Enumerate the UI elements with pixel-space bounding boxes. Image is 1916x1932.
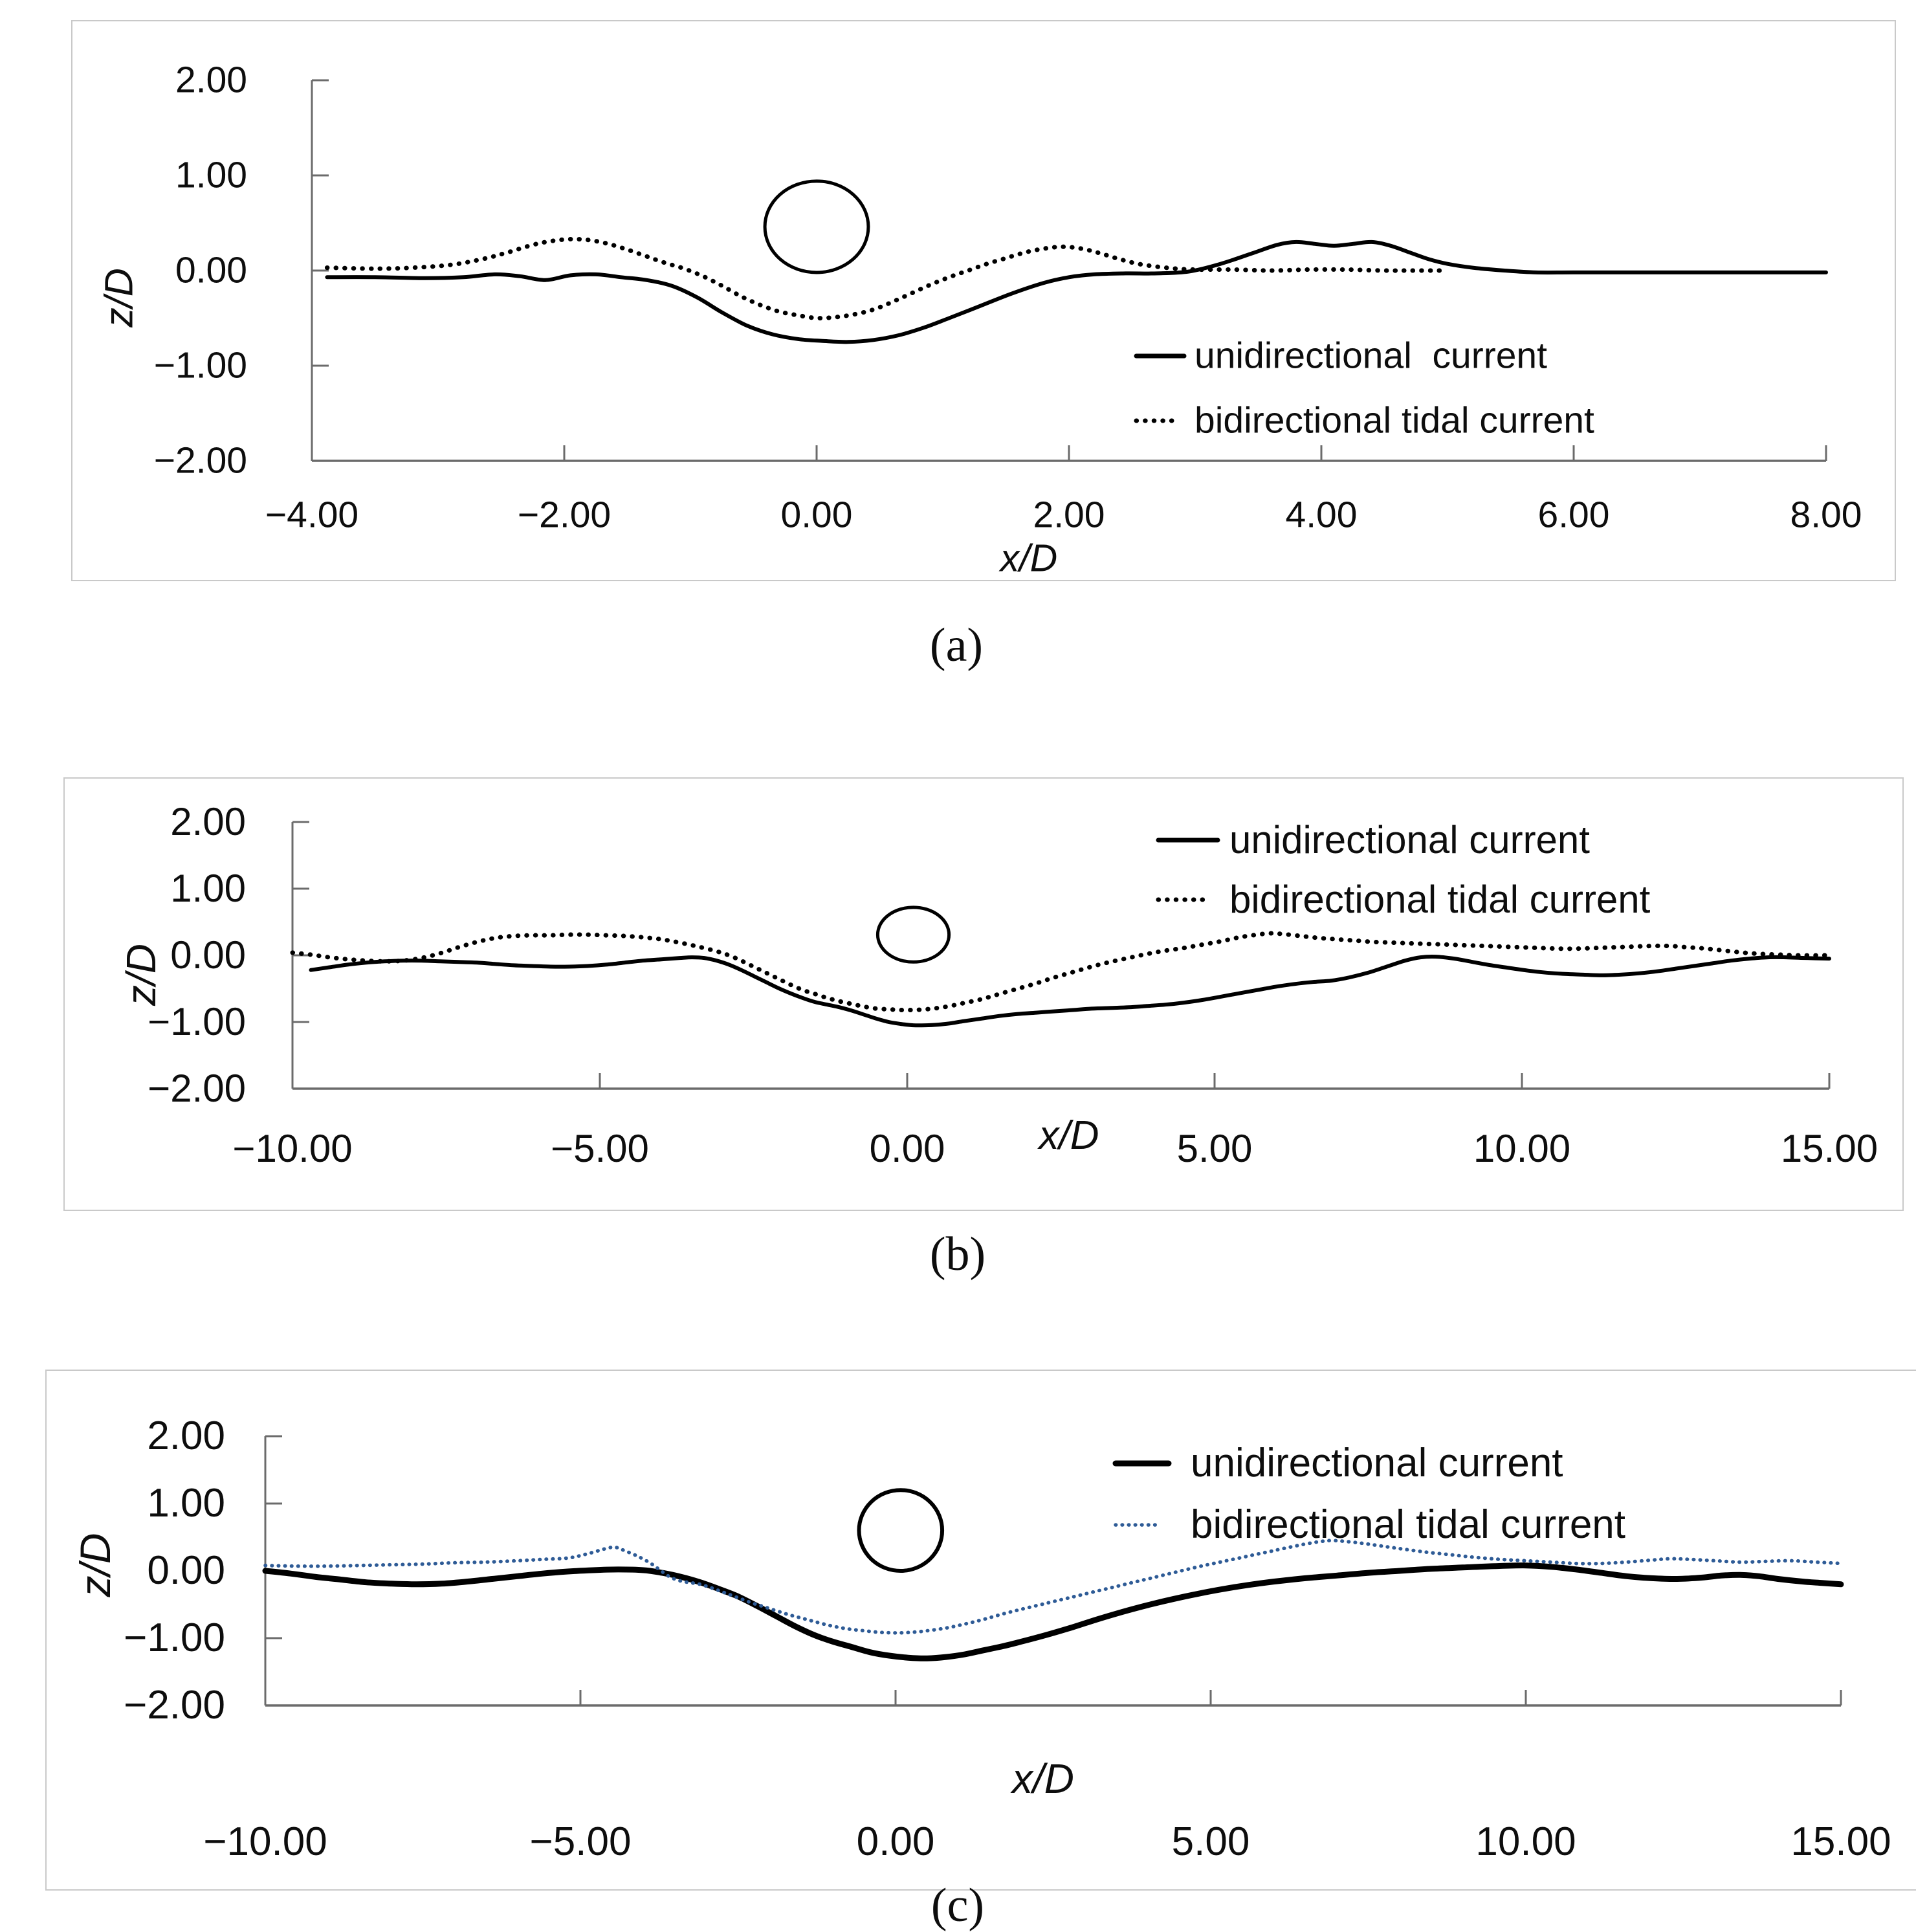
chart-c-panel: −10.00 −5.00 0.00 5.00 10.00 15.00 2.00 1.00 0.0… — [45, 1370, 1916, 1891]
legend-bidirectional-label: bidirectional tidal current — [1191, 1502, 1626, 1547]
chart-c-caption: (c) — [930, 1879, 985, 1932]
pipeline-circle — [857, 1488, 945, 1573]
x-tick-label: 8.00 — [1790, 494, 1862, 536]
x-axis-title: x/D — [1012, 1755, 1074, 1802]
y-tick-label: 0.00 — [175, 249, 247, 291]
legend-bidirectional-label: bidirectional tidal current — [1195, 399, 1594, 441]
x-tick-label: 5.00 — [1176, 1127, 1253, 1170]
x-tick-label: 0.00 — [869, 1127, 945, 1170]
y-tick-label: 2.00 — [170, 800, 246, 843]
y-axis-title: z/D — [71, 1533, 119, 1597]
y-tick-label: −2.00 — [148, 1067, 246, 1110]
x-tick-label: −4.00 — [265, 494, 359, 536]
series-bidirectional-line — [263, 1538, 1843, 1635]
x-tick-label: 6.00 — [1537, 494, 1610, 536]
chart-a-panel: −4.00 −2.00 0.00 2.00 4.00 6.00 8.00 2.00 1.00 0.… — [71, 20, 1896, 581]
x-tick-label: 5.00 — [1171, 1819, 1250, 1864]
y-tick-label: 2.00 — [175, 59, 247, 101]
series-unidirectional-line — [325, 239, 1828, 344]
y-tick-label: −1.00 — [124, 1616, 225, 1660]
y-tick-label: −2.00 — [124, 1683, 225, 1727]
x-tick-label: −2.00 — [517, 494, 611, 536]
pipeline-circle — [763, 179, 870, 274]
legend-bidirectional-label: bidirectional tidal current — [1229, 878, 1651, 921]
chart-c-plot — [262, 1435, 1844, 1707]
x-tick-label: 0.00 — [780, 494, 853, 536]
x-tick-label: 10.00 — [1473, 1127, 1571, 1170]
chart-a-caption: (a) — [929, 619, 984, 672]
x-tick-label: 0.00 — [856, 1819, 935, 1864]
chart-a-plot — [311, 79, 1828, 462]
chart-b-caption: (b) — [929, 1228, 986, 1281]
series-bidirectional-line — [324, 236, 1450, 321]
chart-b-plot — [290, 821, 1832, 1090]
y-tick-label: −1.00 — [153, 344, 247, 386]
x-tick-label: 4.00 — [1285, 494, 1358, 536]
y-tick-label: 0.00 — [170, 933, 246, 977]
y-tick-label: 1.00 — [147, 1481, 225, 1526]
legend-unidirectional-label: unidirectional current — [1195, 335, 1547, 377]
series-unidirectional-line — [262, 1562, 1844, 1661]
chart-b-panel: −10.00 −5.00 0.00 5.00 10.00 15.00 2.00 1.00 0.0… — [63, 777, 1904, 1211]
y-tick-label: 2.00 — [147, 1414, 225, 1458]
x-tick-label: −5.00 — [529, 1819, 632, 1864]
y-tick-label: 1.00 — [170, 867, 246, 910]
legend-unidirectional-label: unidirectional current — [1229, 818, 1590, 861]
y-tick-label: 0.00 — [147, 1548, 225, 1593]
x-tick-label: 10.00 — [1475, 1819, 1576, 1864]
y-tick-label: 1.00 — [175, 154, 247, 196]
x-axis-title: x/D — [1000, 537, 1058, 580]
x-tick-label: −10.00 — [232, 1127, 353, 1170]
x-tick-label: 15.00 — [1790, 1819, 1891, 1864]
series-bidirectional-line — [290, 931, 1832, 1013]
y-axis-title: z/D — [118, 944, 164, 1006]
x-axis-title: x/D — [1039, 1113, 1099, 1158]
x-tick-label: −5.00 — [551, 1127, 649, 1170]
x-tick-label: 15.00 — [1780, 1127, 1878, 1170]
x-tick-label: −10.00 — [203, 1819, 327, 1864]
y-tick-label: −1.00 — [148, 1000, 246, 1043]
series-unidirectional-line — [309, 954, 1831, 1028]
y-tick-label: −2.00 — [153, 439, 247, 482]
pipeline-circle — [875, 905, 951, 964]
legend-unidirectional-label: unidirectional current — [1191, 1441, 1563, 1485]
x-tick-label: 2.00 — [1033, 494, 1105, 536]
y-axis-title: z/D — [96, 268, 141, 328]
